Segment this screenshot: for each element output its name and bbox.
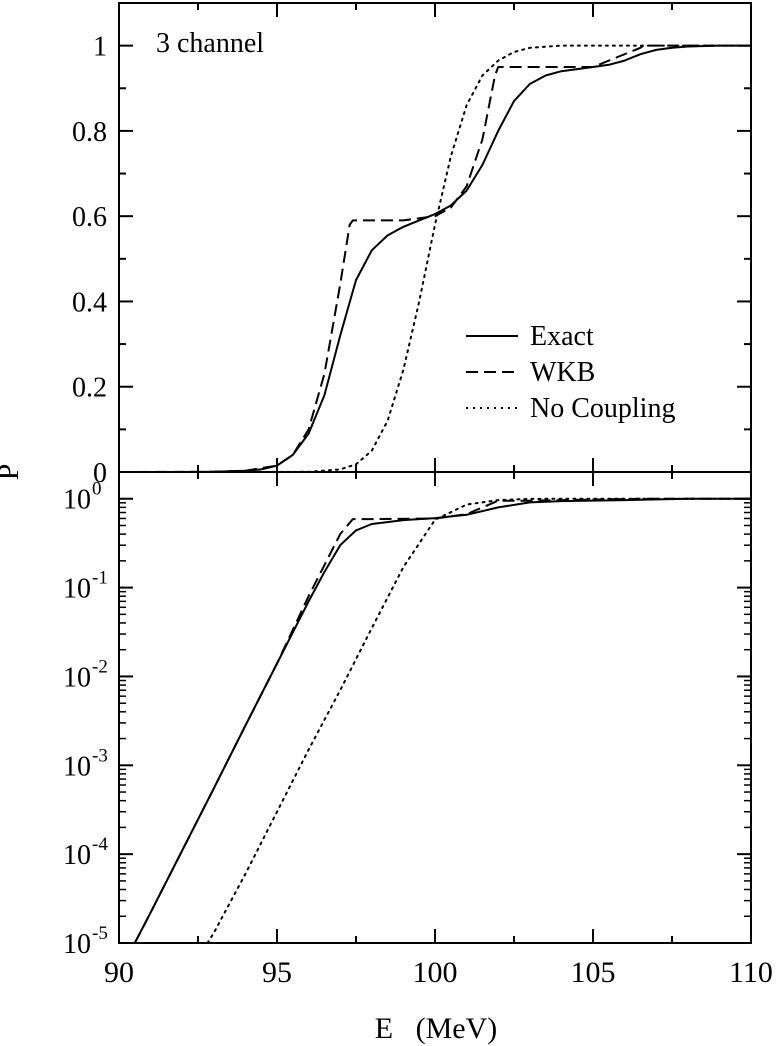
legend-label-exact: Exact (530, 321, 594, 352)
bottom-series-no-coupling (206, 497, 751, 943)
top-ytick-label: 0.4 (72, 287, 107, 318)
bottom-ytick-exponent: -4 (92, 834, 108, 855)
top-ytick-label: 0.2 (72, 373, 107, 404)
top-ytick-label: 1 (93, 32, 107, 63)
bottom-xtick-label: 110 (729, 956, 773, 989)
bottom-ytick-label: 10 (63, 929, 91, 960)
bottom-ytick-exponent: -1 (92, 568, 108, 589)
bottom-ytick-exponent: -2 (92, 656, 108, 677)
bottom-xtick-label: 95 (262, 956, 292, 989)
bottom-xtick-label: 100 (413, 956, 458, 989)
top-ytick-label: 0 (93, 458, 107, 489)
bottom-ytick-label: 10 (63, 485, 91, 516)
top-ytick-label: 0.6 (72, 202, 107, 233)
bottom-xtick-label: 90 (104, 956, 134, 989)
top-ytick-label: 0.8 (72, 117, 107, 148)
legend-label-no-coupling: No Coupling (530, 393, 675, 424)
panel-annotation: 3 channel (156, 28, 264, 59)
top-panel: 0 0.2 0.4 0.6 0.8 1 3 channel Exact WKB No Coup… (72, 2, 752, 489)
bottom-ytick-label: 10 (63, 574, 91, 605)
y-axis-label: P (0, 464, 25, 481)
top-series-no-coupling (119, 44, 751, 472)
top-series-group (119, 44, 751, 472)
bottom-ytick-label: 10 (63, 840, 91, 871)
bottom-series-group (133, 497, 751, 943)
x-axis-label: E (MeV) (375, 1012, 497, 1045)
bottom-ytick-exponent: 0 (92, 479, 102, 500)
bottom-ytick-label: 10 (63, 751, 91, 782)
bottom-ytick-label: 10 (63, 662, 91, 693)
bottom-series-wkb (133, 497, 751, 943)
top-series-wkb (119, 44, 751, 472)
legend: Exact WKB No Coupling (466, 321, 675, 424)
bottom-ytick-exponent: -3 (92, 745, 108, 766)
bottom-xtick-label: 105 (571, 956, 616, 989)
legend-label-wkb: WKB (530, 357, 595, 388)
bottom-ytick-exponent: -5 (92, 923, 108, 944)
